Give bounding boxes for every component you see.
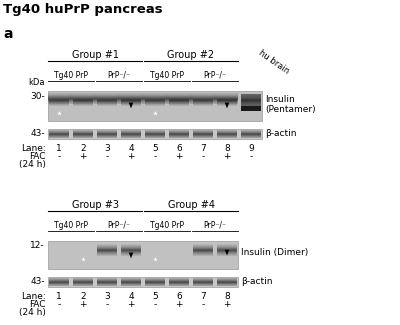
Text: kDa: kDa (28, 78, 45, 87)
Text: +: + (175, 300, 183, 309)
Bar (48, 129, 262, 139)
Text: PrP⁻/⁻: PrP⁻/⁻ (204, 71, 226, 80)
Text: -: - (201, 152, 205, 161)
Bar (48, 91, 262, 121)
Text: 4: 4 (128, 144, 134, 153)
Text: Tg40 PrP: Tg40 PrP (54, 71, 88, 80)
Text: 3: 3 (104, 292, 110, 301)
Text: +: + (127, 152, 135, 161)
Text: PrP⁻/⁻: PrP⁻/⁻ (204, 221, 226, 230)
Text: (24 h): (24 h) (19, 308, 46, 317)
Text: -: - (57, 152, 61, 161)
Text: 3: 3 (104, 144, 110, 153)
Text: 6: 6 (176, 144, 182, 153)
Text: Group #3: Group #3 (72, 200, 118, 210)
Text: -: - (57, 300, 61, 309)
Text: 8: 8 (224, 292, 230, 301)
Text: Group #1: Group #1 (72, 50, 118, 60)
Text: 30-: 30- (30, 92, 45, 101)
Text: 1: 1 (56, 144, 62, 153)
Polygon shape (225, 250, 229, 255)
Text: FAC: FAC (30, 152, 46, 161)
Text: 2: 2 (80, 292, 86, 301)
Text: 7: 7 (200, 292, 206, 301)
Text: Insulin (Dimer): Insulin (Dimer) (241, 248, 308, 257)
Text: Lane:: Lane: (21, 292, 46, 301)
Text: -: - (153, 152, 157, 161)
Polygon shape (129, 103, 133, 109)
Text: 5: 5 (152, 144, 158, 153)
Text: +: + (79, 300, 87, 309)
Text: 6: 6 (176, 292, 182, 301)
Text: Insulin
(Pentamer): Insulin (Pentamer) (265, 95, 316, 114)
Text: β-actin: β-actin (265, 129, 296, 138)
Text: +: + (223, 300, 231, 309)
Text: 4: 4 (128, 292, 134, 301)
Text: -: - (201, 300, 205, 309)
Text: 7: 7 (200, 144, 206, 153)
Bar (48, 241, 238, 269)
Text: PrP⁻/⁻: PrP⁻/⁻ (108, 71, 130, 80)
Text: 1: 1 (56, 292, 62, 301)
Text: Lane:: Lane: (21, 144, 46, 153)
Text: Tg40 PrP: Tg40 PrP (150, 71, 184, 80)
Text: (24 h): (24 h) (19, 160, 46, 169)
Text: +: + (79, 152, 87, 161)
Text: β-actin: β-actin (241, 278, 272, 287)
Polygon shape (225, 103, 229, 109)
Text: Group #4: Group #4 (168, 200, 214, 210)
Text: 43-: 43- (30, 129, 45, 138)
Text: +: + (127, 300, 135, 309)
Polygon shape (129, 253, 133, 258)
Text: 43-: 43- (30, 278, 45, 287)
Text: PrP⁻/⁻: PrP⁻/⁻ (108, 221, 130, 230)
Text: +: + (175, 152, 183, 161)
Text: -: - (249, 152, 253, 161)
Text: Tg40 huPrP pancreas: Tg40 huPrP pancreas (3, 3, 163, 16)
Text: 5: 5 (152, 292, 158, 301)
Bar (48, 277, 238, 287)
Text: hu brain: hu brain (257, 49, 291, 76)
Text: FAC: FAC (30, 300, 46, 309)
Text: -: - (153, 300, 157, 309)
Text: 2: 2 (80, 144, 86, 153)
Text: -: - (105, 152, 109, 161)
Text: a: a (3, 27, 12, 41)
Text: 8: 8 (224, 144, 230, 153)
Text: 9: 9 (248, 144, 254, 153)
Bar (241, 94, 261, 111)
Text: -: - (105, 300, 109, 309)
Text: Tg40 PrP: Tg40 PrP (54, 221, 88, 230)
Text: +: + (223, 152, 231, 161)
Text: Group #2: Group #2 (168, 50, 214, 60)
Text: 12-: 12- (30, 241, 45, 250)
Text: Tg40 PrP: Tg40 PrP (150, 221, 184, 230)
